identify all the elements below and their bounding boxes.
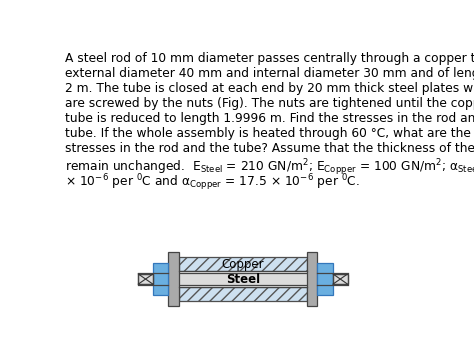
- Bar: [179, 257, 307, 271]
- Bar: [168, 252, 179, 306]
- Bar: [175, 273, 311, 285]
- Text: tube. If the whole assembly is heated through 60 °C, what are the: tube. If the whole assembly is heated th…: [65, 127, 471, 140]
- Text: Steel: Steel: [226, 273, 260, 285]
- Text: tube is reduced to length 1.9996 m. Find the stresses in the rod and the: tube is reduced to length 1.9996 m. Find…: [65, 112, 474, 125]
- Bar: [333, 274, 347, 284]
- Bar: [179, 287, 307, 301]
- Text: $\times$ 10$^{-6}$ per $^{\mathregular{0}}$C and $\mathregular{\alpha}_{\mathreg: $\times$ 10$^{-6}$ per $^{\mathregular{0…: [65, 172, 360, 193]
- Text: external diameter 40 mm and internal diameter 30 mm and of length: external diameter 40 mm and internal dia…: [65, 67, 474, 80]
- Bar: [138, 274, 153, 284]
- Bar: [307, 252, 318, 306]
- Bar: [179, 257, 307, 271]
- Text: stresses in the rod and the tube? Assume that the thickness of the plates: stresses in the rod and the tube? Assume…: [65, 142, 474, 155]
- Text: 2 m. The tube is closed at each end by 20 mm thick steel plates which: 2 m. The tube is closed at each end by 2…: [65, 82, 474, 95]
- Text: are screwed by the nuts (Fig). The nuts are tightened until the copper: are screwed by the nuts (Fig). The nuts …: [65, 97, 474, 110]
- Text: Copper: Copper: [222, 257, 264, 271]
- Bar: [333, 274, 347, 284]
- Bar: [179, 287, 307, 301]
- Text: A steel rod of 10 mm diameter passes centrally through a copper tube of: A steel rod of 10 mm diameter passes cen…: [65, 52, 474, 65]
- Bar: [318, 263, 333, 295]
- Bar: [138, 274, 153, 284]
- Text: remain unchanged.  $\mathregular{E}_{\mathregular{Steel}}$ = 210 GN/m$^{2}$; $\m: remain unchanged. $\mathregular{E}_{\mat…: [65, 157, 474, 178]
- Bar: [153, 263, 168, 295]
